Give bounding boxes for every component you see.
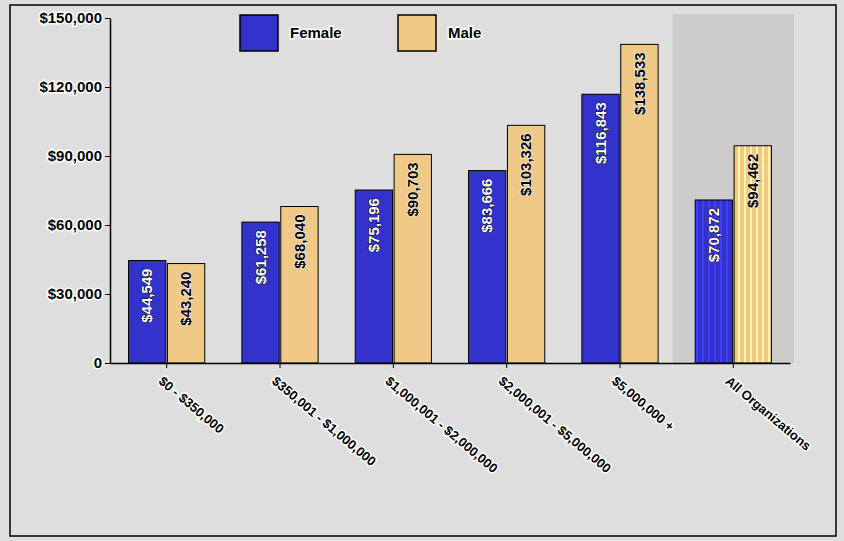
x-tick: $2,000,001 - $5,000,000 <box>496 363 614 476</box>
y-tick: $120,000 <box>39 78 110 95</box>
x-tick-label: $1,000,001 - $2,000,000 <box>382 373 500 476</box>
y-tick-mark <box>105 156 110 157</box>
legend-swatch <box>398 15 436 51</box>
bar <box>129 261 166 363</box>
y-tick-label: $120,000 <box>39 78 102 95</box>
x-tick-mark <box>280 363 281 368</box>
x-tick-label: $0 - $350,000 <box>156 373 227 436</box>
legend: Female Male <box>240 15 481 51</box>
x-tick-label: $350,001 - $1,000,000 <box>269 373 379 469</box>
y-tick: $150,000 <box>39 9 110 26</box>
bar <box>621 44 658 363</box>
data-label: $138,533 <box>631 52 648 115</box>
chart-svg: 0 $30,000 $60,000 $90,000 $120,000 $150,000 $0… <box>0 0 844 541</box>
data-label: $70,872 <box>705 208 722 262</box>
bars <box>129 44 772 363</box>
bar <box>582 94 619 363</box>
frame <box>10 5 836 536</box>
y-tick: $90,000 <box>48 147 110 164</box>
y-tick-label: $90,000 <box>48 147 102 164</box>
data-label: $94,462 <box>744 154 761 208</box>
data-label: $75,196 <box>365 198 382 252</box>
x-tick-label: $2,000,001 - $5,000,000 <box>496 373 614 476</box>
legend-swatch <box>240 15 278 51</box>
bar <box>507 125 544 363</box>
bar <box>695 200 732 363</box>
legend-label: Male <box>448 24 481 41</box>
x-tick-mark <box>393 363 394 368</box>
y-tick: $60,000 <box>48 216 110 233</box>
x-tick-label: All Organizations <box>722 373 814 453</box>
x-tick: $5,000,000 + <box>609 363 677 434</box>
legend-item: Male <box>398 15 481 51</box>
y-tick-label: 0 <box>94 354 102 371</box>
data-label: $103,326 <box>517 133 534 196</box>
y-axis-line <box>110 19 112 364</box>
y-tick-mark <box>105 363 110 364</box>
bar <box>281 207 318 363</box>
x-tick: $1,000,001 - $2,000,000 <box>382 363 500 476</box>
bar <box>355 190 392 363</box>
data-label: $43,240 <box>177 272 194 326</box>
data-label: $68,040 <box>291 215 308 269</box>
y-tick: 0 <box>94 354 110 371</box>
background <box>0 0 844 541</box>
y-tick-mark <box>105 294 110 295</box>
bar <box>394 154 431 363</box>
chart-container: 0 $30,000 $60,000 $90,000 $120,000 $150,000 $0… <box>0 0 844 541</box>
data-label: $83,666 <box>478 179 495 233</box>
x-tick-mark <box>166 363 167 368</box>
y-tick-label: $30,000 <box>48 285 102 302</box>
x-tick-label: $5,000,000 + <box>609 373 677 434</box>
data-labels: $44,549 $61,258 $75,196 $83,666 $116,843 $70,… <box>138 52 761 325</box>
x-tick-mark <box>733 363 734 368</box>
y-tick-mark <box>105 18 110 19</box>
bar <box>469 171 506 363</box>
highlight-panel <box>673 14 794 363</box>
y-tick: $30,000 <box>48 285 110 302</box>
data-label: $44,549 <box>138 269 155 323</box>
legend-item: Female <box>240 15 342 51</box>
x-tick: $0 - $350,000 <box>156 363 227 436</box>
x-tick: All Organizations <box>722 363 814 454</box>
y-tick-label: $60,000 <box>48 216 102 233</box>
x-tick-mark <box>620 363 621 368</box>
x-tick-mark <box>506 363 507 368</box>
y-tick-mark <box>105 87 110 88</box>
bar <box>242 222 279 363</box>
legend-label: Female <box>290 24 342 41</box>
data-label: $90,703 <box>404 162 421 216</box>
data-label: $116,843 <box>592 102 609 164</box>
bar <box>167 264 204 363</box>
bar <box>734 146 771 363</box>
y-tick-mark <box>105 225 110 226</box>
x-axis-line <box>111 363 791 365</box>
data-label: $61,258 <box>252 230 269 284</box>
y-tick-label: $150,000 <box>39 9 102 26</box>
y-axis: 0 $30,000 $60,000 $90,000 $120,000 $150,000 <box>39 9 110 371</box>
x-tick: $350,001 - $1,000,000 <box>269 363 379 469</box>
x-axis: $0 - $350,000 $350,001 - $1,000,000$1,000… <box>111 363 815 476</box>
